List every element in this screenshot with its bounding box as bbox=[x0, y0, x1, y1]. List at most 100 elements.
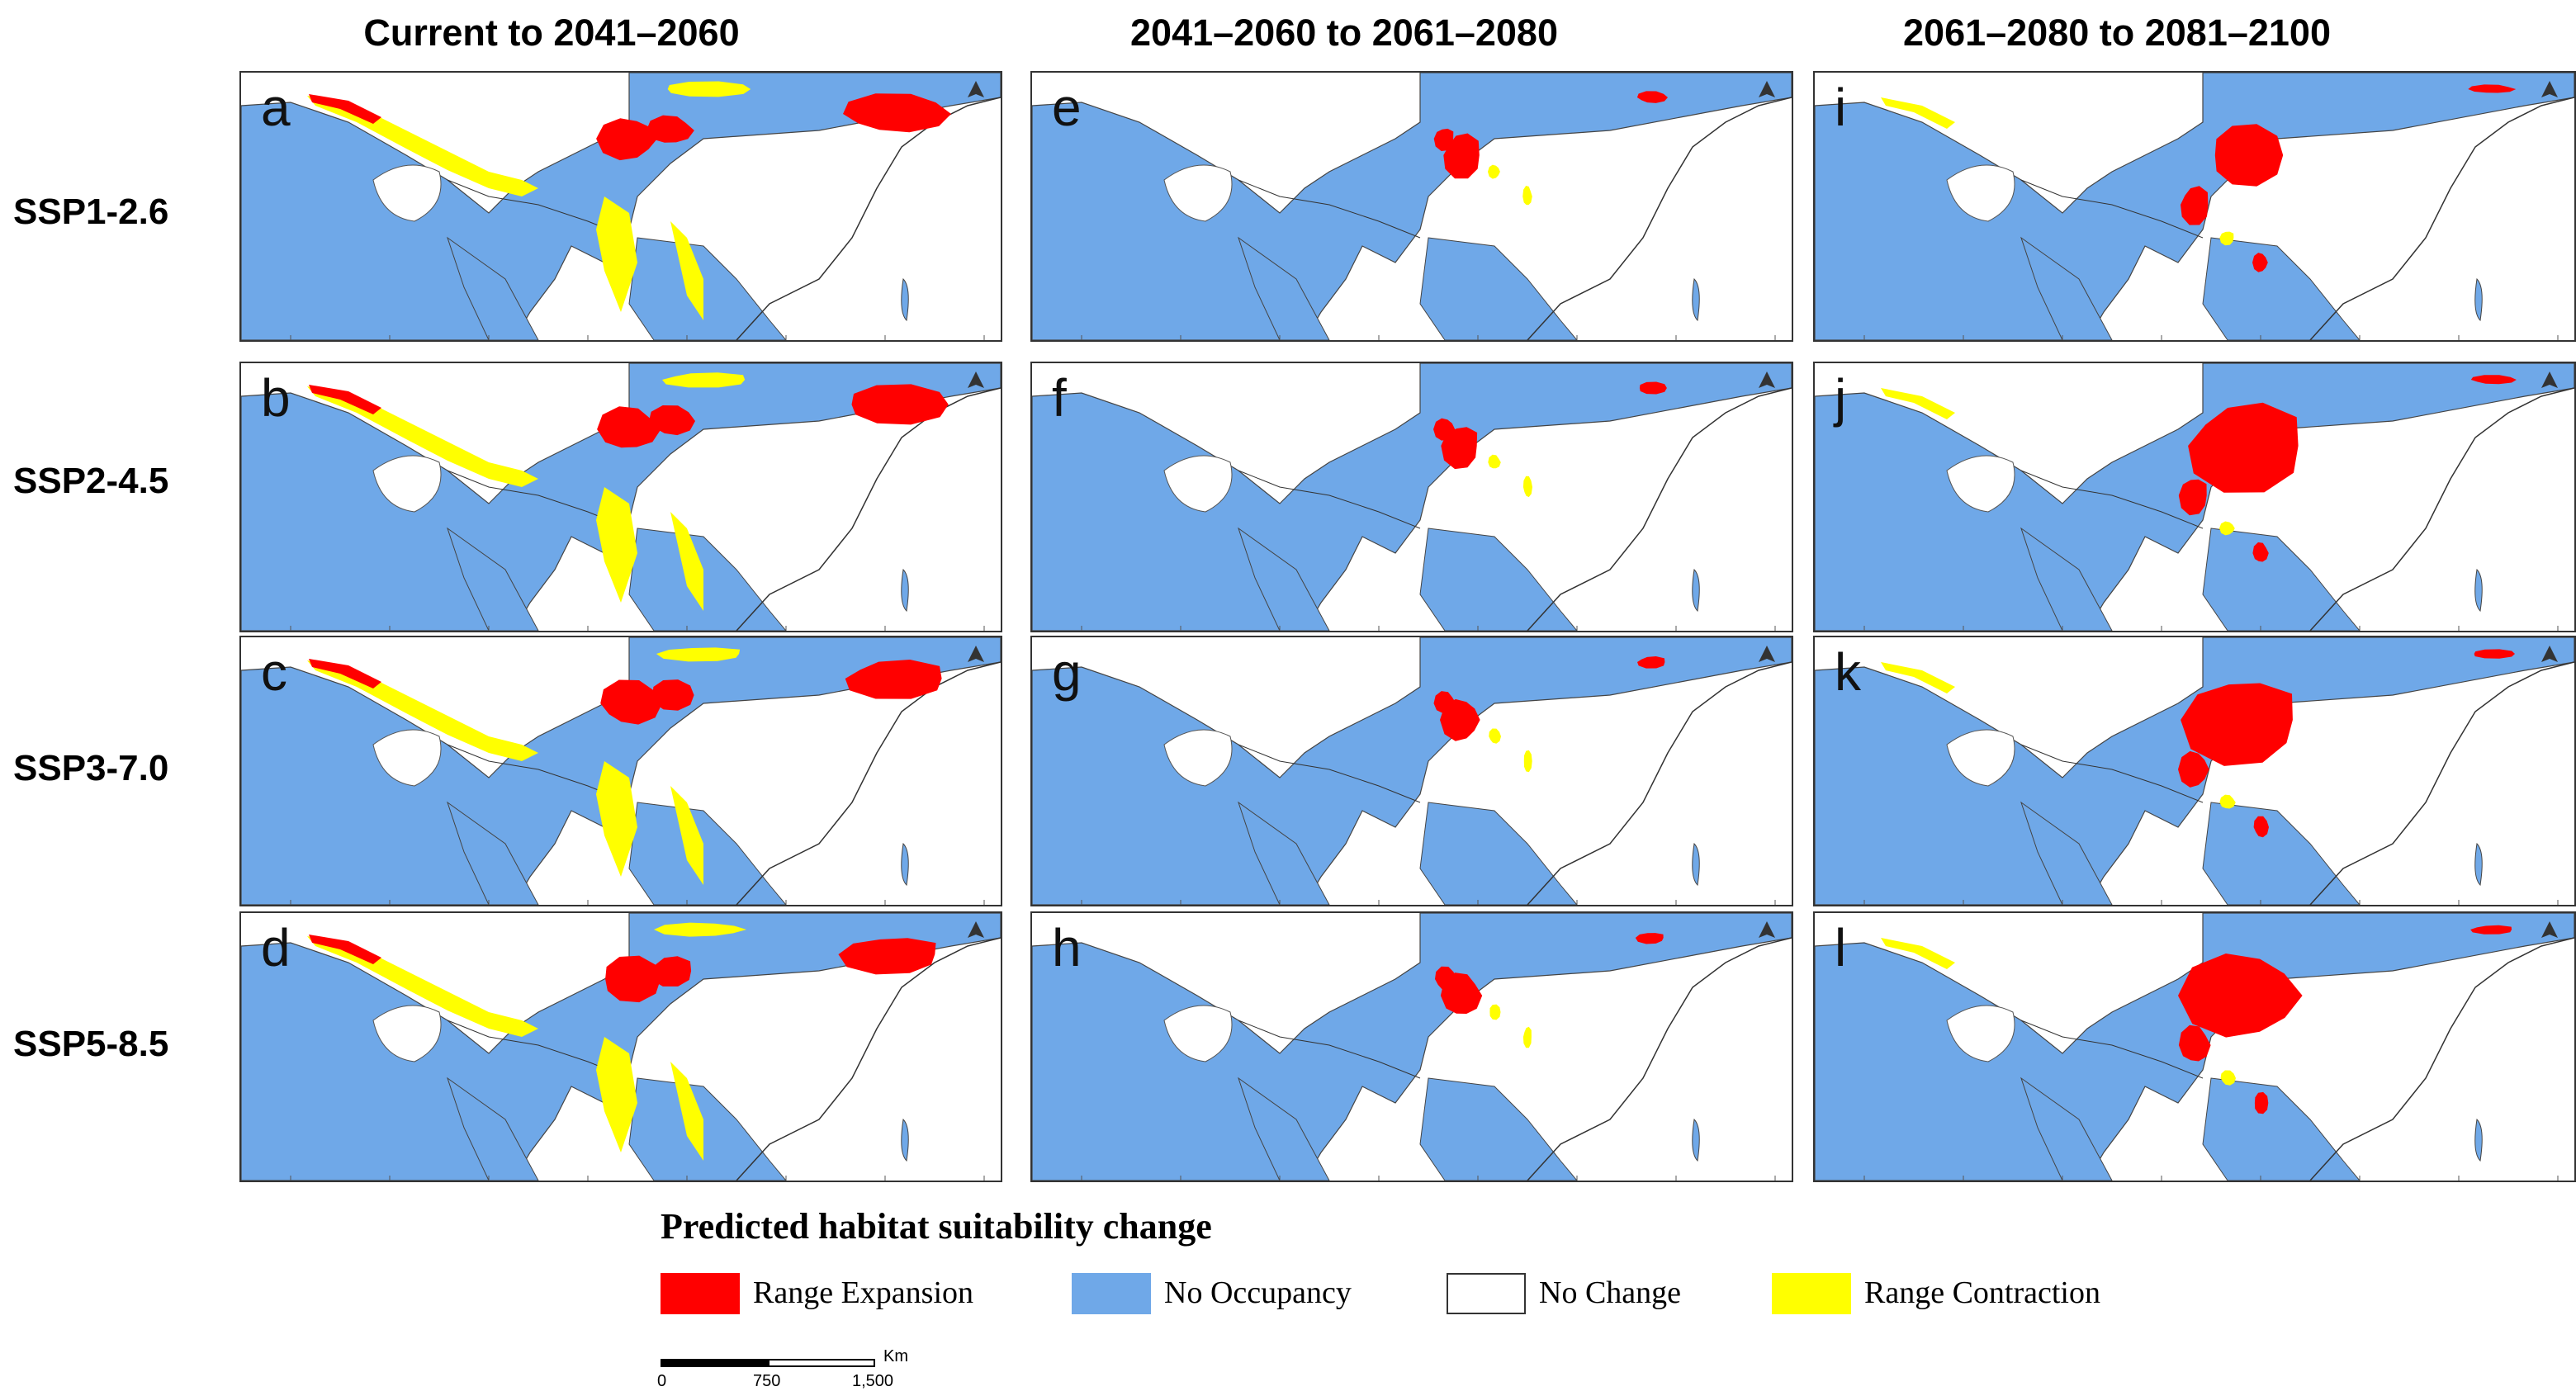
no-change-area bbox=[1163, 1005, 1233, 1062]
no-occupancy-area bbox=[1032, 73, 1792, 340]
map-graphic bbox=[1032, 637, 1792, 905]
no-occupancy-peninsula bbox=[1238, 801, 1330, 905]
map-graphic bbox=[241, 913, 1001, 1181]
coastline bbox=[736, 661, 1001, 905]
island-shape bbox=[901, 1118, 909, 1162]
north-arrow-icon bbox=[2541, 81, 2558, 97]
habitat-change-patch-3 bbox=[1881, 662, 1955, 693]
north-arrow-icon bbox=[1759, 646, 1775, 662]
no-occupancy-southeast bbox=[628, 1077, 787, 1181]
habitat-change-patch-7 bbox=[670, 221, 703, 320]
habitat-change-patch-4 bbox=[1488, 454, 1501, 469]
no-occupancy-southeast bbox=[1419, 1077, 1578, 1181]
habitat-change-patch-6 bbox=[1639, 381, 1667, 395]
island-shape bbox=[2474, 1118, 2483, 1162]
habitat-change-patch-1 bbox=[2188, 402, 2299, 493]
row-label-ssp126: SSP1-2.6 bbox=[13, 192, 169, 232]
habitat-change-patch-3 bbox=[1881, 388, 1955, 419]
scale-bar-tick-0: 0 bbox=[657, 1372, 667, 1390]
island-shape bbox=[901, 277, 909, 322]
country-border bbox=[2020, 470, 2204, 529]
no-change-area bbox=[1163, 455, 1233, 513]
no-occupancy-peninsula bbox=[447, 527, 539, 631]
no-change-area bbox=[1946, 455, 2015, 513]
legend-swatch-no-change bbox=[1447, 1273, 1526, 1314]
north-arrow-icon bbox=[968, 646, 984, 662]
no-occupancy-peninsula bbox=[447, 1077, 539, 1181]
map-panel-e: e bbox=[1030, 71, 1793, 342]
scale-bar-segment-2 bbox=[768, 1359, 875, 1367]
habitat-change-patch-3 bbox=[1881, 97, 1955, 129]
habitat-change-patch-3 bbox=[600, 679, 662, 725]
habitat-change-patch-3 bbox=[596, 118, 658, 161]
north-arrow-icon bbox=[968, 81, 984, 97]
map-graphic bbox=[1032, 73, 1792, 340]
no-occupancy-peninsula bbox=[447, 801, 539, 905]
legend-swatch-contraction bbox=[1772, 1273, 1851, 1314]
row-label-ssp585: SSP5-8.5 bbox=[13, 1024, 169, 1064]
habitat-change-patch-5 bbox=[1522, 476, 1532, 498]
habitat-change-patch-7 bbox=[670, 786, 703, 885]
map-panel-b: b bbox=[239, 362, 1002, 632]
island-shape bbox=[1692, 568, 1700, 613]
coastline bbox=[736, 97, 1001, 340]
habitat-change-patch-5 bbox=[1523, 750, 1532, 773]
habitat-change-patch-5 bbox=[1522, 186, 1532, 206]
no-occupancy-southeast bbox=[1419, 802, 1578, 905]
map-panel-j: j bbox=[1813, 362, 2576, 632]
habitat-change-patch-3 bbox=[1881, 938, 1955, 969]
habitat-change-patch-1 bbox=[307, 96, 538, 196]
island-shape bbox=[2474, 568, 2483, 613]
habitat-change-patch-1 bbox=[307, 936, 538, 1037]
legend-label-no-occupancy: No Occupancy bbox=[1164, 1275, 1352, 1310]
map-graphic bbox=[1815, 73, 2574, 340]
habitat-change-patch-8 bbox=[667, 81, 751, 97]
no-occupancy-southeast bbox=[628, 237, 787, 340]
no-occupancy-peninsula bbox=[1238, 236, 1330, 340]
map-panel-d: d bbox=[239, 911, 1002, 1182]
coastline bbox=[1527, 661, 1792, 905]
habitat-change-patch-2 bbox=[1433, 128, 1454, 151]
panel-label: j bbox=[1835, 368, 1847, 428]
no-occupancy-southeast bbox=[1419, 237, 1578, 340]
habitat-change-patch-1 bbox=[2181, 683, 2293, 766]
map-panel-k: k bbox=[1813, 636, 2576, 906]
coastline bbox=[736, 937, 1001, 1181]
no-occupancy-area bbox=[241, 913, 1001, 1181]
country-border bbox=[1238, 1020, 1421, 1079]
no-occupancy-area bbox=[1032, 913, 1792, 1181]
no-occupancy-area bbox=[1032, 363, 1792, 631]
habitat-change-patch-5 bbox=[843, 93, 951, 133]
habitat-change-patch-6 bbox=[2474, 649, 2515, 659]
column-title-2: 2041–2060 to 2061–2080 bbox=[1130, 12, 1558, 54]
habitat-change-patch-6 bbox=[596, 196, 637, 312]
panel-label: a bbox=[261, 78, 291, 137]
habitat-change-patch-5 bbox=[851, 384, 949, 425]
habitat-change-patch-2 bbox=[1435, 966, 1456, 991]
scale-bar: Km 0 750 1,500 bbox=[657, 1346, 941, 1395]
no-occupancy-area bbox=[241, 73, 1001, 340]
no-change-area bbox=[1946, 729, 2015, 787]
habitat-change-patch-3 bbox=[1115, 670, 1230, 725]
habitat-change-patch-1 bbox=[307, 660, 538, 761]
panel-label: d bbox=[261, 918, 291, 977]
country-border bbox=[1238, 470, 1421, 529]
panel-label: b bbox=[261, 368, 291, 428]
coastline bbox=[2309, 937, 2574, 1181]
habitat-change-patch-2 bbox=[309, 659, 381, 689]
no-change-area bbox=[1946, 1005, 2015, 1062]
coastline bbox=[1527, 97, 1792, 340]
no-occupancy-peninsula bbox=[2020, 1077, 2113, 1181]
no-occupancy-southeast bbox=[2202, 528, 2361, 631]
no-occupancy-peninsula bbox=[2020, 801, 2113, 905]
habitat-change-patch-4 bbox=[2219, 794, 2236, 809]
habitat-change-patch-1 bbox=[307, 386, 538, 487]
habitat-change-patch-4 bbox=[1489, 1004, 1501, 1020]
habitat-change-patch-1 bbox=[1441, 427, 1478, 470]
country-border bbox=[2020, 179, 2204, 239]
row-label-ssp370: SSP3-7.0 bbox=[13, 748, 169, 788]
habitat-change-patch-5 bbox=[2253, 816, 2269, 838]
habitat-change-patch-3 bbox=[605, 955, 661, 1003]
no-occupancy-area bbox=[241, 363, 1001, 631]
coastline bbox=[2309, 97, 2574, 340]
